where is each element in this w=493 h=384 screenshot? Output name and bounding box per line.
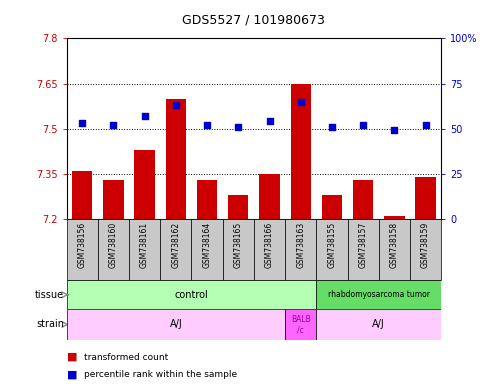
Point	[390, 127, 398, 134]
Point	[328, 124, 336, 130]
Text: GSM738161: GSM738161	[140, 222, 149, 268]
Text: GSM738157: GSM738157	[359, 222, 368, 268]
Bar	[285, 309, 317, 340]
Bar	[410, 219, 441, 280]
Text: A/J: A/J	[170, 319, 182, 329]
Point	[359, 122, 367, 128]
Bar	[379, 219, 410, 280]
Point	[203, 122, 211, 128]
Bar	[317, 309, 441, 340]
Text: control: control	[175, 290, 209, 300]
Bar	[353, 180, 373, 219]
Bar	[384, 216, 405, 219]
Bar	[290, 84, 311, 219]
Bar	[103, 180, 124, 219]
Point	[266, 118, 274, 124]
Bar	[191, 219, 223, 280]
Text: ■: ■	[67, 352, 77, 362]
Bar	[228, 195, 248, 219]
Bar	[166, 99, 186, 219]
Bar	[259, 174, 280, 219]
Bar	[348, 219, 379, 280]
Text: A/J: A/J	[372, 319, 385, 329]
Text: GDS5527 / 101980673: GDS5527 / 101980673	[182, 13, 325, 26]
Text: strain: strain	[36, 319, 64, 329]
Text: rhabdomyosarcoma tumor: rhabdomyosarcoma tumor	[328, 290, 430, 299]
Bar	[254, 219, 285, 280]
Bar	[67, 280, 317, 309]
Bar	[135, 150, 155, 219]
Bar	[72, 171, 92, 219]
Bar	[322, 195, 342, 219]
Text: GSM738163: GSM738163	[296, 222, 305, 268]
Text: GSM738158: GSM738158	[390, 222, 399, 268]
Bar	[285, 219, 317, 280]
Point	[172, 102, 180, 108]
Text: GSM738164: GSM738164	[203, 222, 211, 268]
Bar	[223, 219, 254, 280]
Bar	[67, 219, 98, 280]
Text: percentile rank within the sample: percentile rank within the sample	[84, 370, 237, 379]
Point	[422, 122, 429, 128]
Bar	[160, 219, 191, 280]
Text: GSM738160: GSM738160	[109, 222, 118, 268]
Point	[78, 120, 86, 126]
Text: GSM738156: GSM738156	[78, 222, 87, 268]
Text: GSM738162: GSM738162	[172, 222, 180, 268]
Bar	[317, 280, 441, 309]
Text: GSM738165: GSM738165	[234, 222, 243, 268]
Point	[297, 98, 305, 104]
Bar	[129, 219, 160, 280]
Text: ■: ■	[67, 369, 77, 379]
Text: tissue: tissue	[35, 290, 64, 300]
Bar	[197, 180, 217, 219]
Bar	[317, 219, 348, 280]
Text: GSM738159: GSM738159	[421, 222, 430, 268]
Point	[109, 122, 117, 128]
Text: BALB
/c: BALB /c	[291, 315, 311, 334]
Bar	[98, 219, 129, 280]
Bar	[67, 309, 285, 340]
Text: transformed count: transformed count	[84, 353, 168, 362]
Point	[234, 124, 242, 130]
Text: GSM738166: GSM738166	[265, 222, 274, 268]
Point	[141, 113, 148, 119]
Text: GSM738155: GSM738155	[327, 222, 336, 268]
Bar	[416, 177, 436, 219]
